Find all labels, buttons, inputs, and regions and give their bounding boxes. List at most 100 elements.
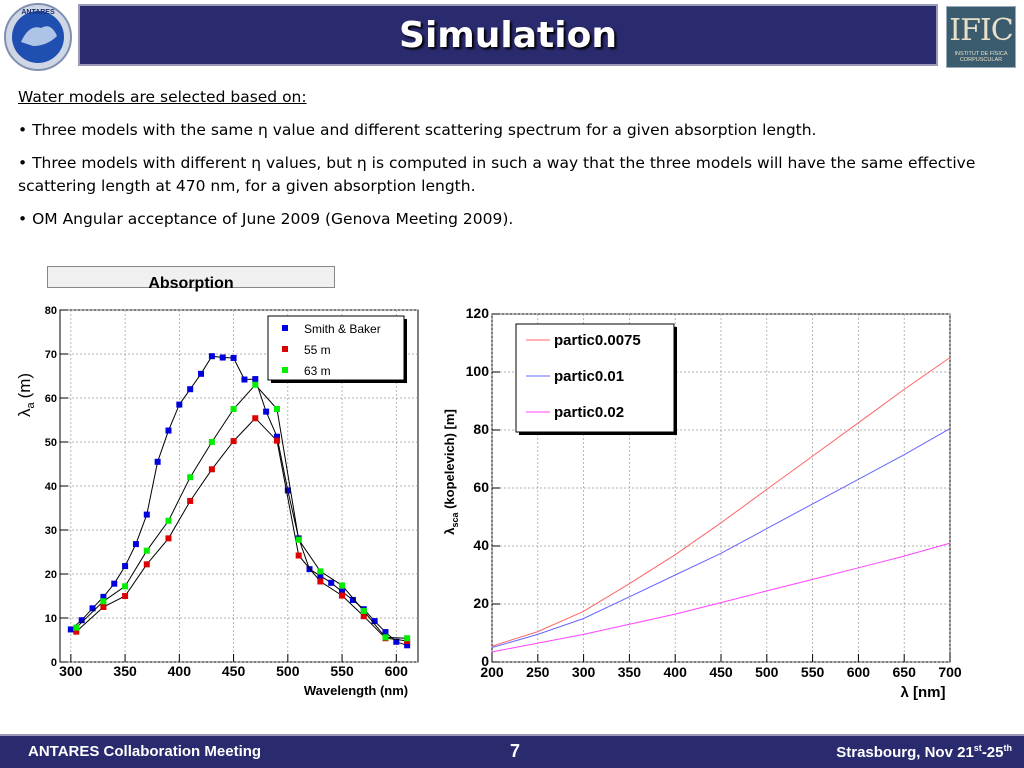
- scattering-x-tick-label: 550: [801, 664, 825, 680]
- footer-location-date: Strasbourg, Nov 21st-25th: [836, 743, 1012, 761]
- absorption-point-smith-baker: [349, 596, 356, 603]
- absorption-point-smith-baker: [252, 376, 259, 383]
- absorption-point-55-m: [273, 437, 280, 444]
- scattering-y-tick-label: 80: [473, 421, 489, 437]
- absorption-y-tick-label: 50: [45, 437, 57, 449]
- intro-text: Water models are selected based on:: [18, 88, 307, 106]
- scattering-legend-label: partic0.01: [554, 368, 624, 385]
- absorption-point-smith-baker: [328, 579, 335, 586]
- scattering-x-tick-label: 300: [572, 664, 596, 680]
- footer-meeting: ANTARES Collaboration Meeting: [28, 743, 262, 760]
- absorption-point-smith-baker: [187, 386, 194, 393]
- absorption-y-tick-label: 60: [45, 393, 57, 405]
- absorption-point-63-m: [73, 624, 80, 631]
- absorption-point-smith-baker: [111, 580, 118, 587]
- absorption-legend-marker: [282, 346, 288, 352]
- scattering-series-line-partic0-02: [491, 542, 951, 653]
- scattering-y-tick-label: 120: [466, 305, 490, 321]
- absorption-point-55-m: [143, 561, 150, 568]
- absorption-y-tick-label: 30: [45, 525, 57, 537]
- absorption-y-tick-label: 80: [45, 305, 57, 317]
- scattering-x-tick-label: 400: [664, 664, 688, 680]
- absorption-point-63-m: [273, 406, 280, 412]
- ific-logo-subtext: INSTITUT DE FÍSICA CORPUSCULAR: [954, 51, 1008, 63]
- scattering-y-tick-label: 40: [473, 537, 489, 553]
- slide-body: Water models are selected based on: • Th…: [18, 86, 1008, 241]
- absorption-x-tick-label: 550: [330, 663, 354, 679]
- absorption-legend-label: 55 m: [304, 343, 331, 357]
- absorption-point-63-m: [208, 439, 215, 445]
- scattering-series-line-partic0-0075: [491, 357, 951, 647]
- absorption-point-63-m: [404, 635, 411, 642]
- absorption-x-tick-label: 400: [168, 663, 192, 679]
- scattering-x-tick-label: 500: [755, 664, 779, 680]
- scattering-legend-label: partic0.02: [554, 404, 624, 421]
- absorption-point-smith-baker: [89, 605, 96, 612]
- absorption-series-line-55-m: [75, 417, 408, 642]
- scattering-y-tick-label: 0: [481, 653, 489, 669]
- absorption-point-55-m: [165, 535, 172, 542]
- absorption-point-63-m: [143, 547, 150, 554]
- absorption-point-55-m: [208, 466, 215, 473]
- absorption-point-63-m: [122, 583, 129, 590]
- absorption-point-63-m: [295, 536, 302, 543]
- absorption-point-55-m: [73, 628, 80, 635]
- scattering-y-tick-label: 20: [473, 595, 489, 611]
- absorption-point-smith-baker: [132, 541, 139, 548]
- absorption-point-smith-baker: [263, 408, 270, 415]
- scattering-x-tick-label: 200: [480, 664, 504, 680]
- absorption-point-63-m: [187, 474, 194, 481]
- scattering-x-tick-label: 650: [893, 664, 917, 680]
- absorption-point-smith-baker: [241, 376, 248, 383]
- absorption-point-63-m: [100, 598, 107, 605]
- scattering-series-line-partic0-01: [491, 428, 951, 648]
- absorption-point-63-m: [317, 568, 324, 575]
- scattering-legend-label: partic0.0075: [554, 332, 641, 349]
- absorption-x-tick-label: 300: [59, 663, 83, 679]
- absorption-legend-marker: [282, 367, 288, 373]
- absorption-point-63-m: [360, 607, 367, 614]
- footer-page-number: 7: [510, 741, 521, 761]
- scattering-x-tick-label: 450: [709, 664, 733, 680]
- absorption-x-tick-label: 450: [222, 663, 246, 679]
- absorption-point-smith-baker: [198, 370, 205, 377]
- antares-logo-text: ANTARES: [21, 9, 55, 16]
- bullet-3: • OM Angular acceptance of June 2009 (Ge…: [18, 210, 514, 228]
- absorption-x-label: Wavelength (nm): [304, 683, 408, 698]
- absorption-point-smith-baker: [122, 563, 129, 570]
- absorption-y-tick-label: 0: [51, 657, 57, 669]
- absorption-x-tick-label: 350: [113, 663, 137, 679]
- absorption-legend-label: 63 m: [304, 364, 331, 378]
- absorption-point-63-m: [382, 634, 389, 641]
- absorption-point-63-m: [230, 406, 237, 412]
- absorption-point-smith-baker: [143, 511, 150, 518]
- antares-logo: ANTARES: [3, 2, 73, 72]
- absorption-point-smith-baker: [208, 353, 215, 360]
- absorption-point-55-m: [252, 415, 259, 422]
- footer-bar: ANTARES Collaboration Meeting 7 Strasbou…: [0, 734, 1024, 768]
- absorption-y-tick-label: 20: [45, 569, 57, 581]
- absorption-point-55-m: [230, 438, 237, 445]
- absorption-chart-title: Absorption: [148, 275, 234, 292]
- absorption-point-smith-baker: [78, 617, 85, 624]
- absorption-point-smith-baker: [317, 572, 324, 579]
- absorption-point-55-m: [187, 497, 194, 504]
- scattering-x-tick-label: 250: [526, 664, 550, 680]
- absorption-point-55-m: [122, 593, 129, 599]
- absorption-x-tick-label: 600: [385, 663, 409, 679]
- absorption-point-55-m: [360, 613, 367, 620]
- absorption-point-smith-baker: [404, 642, 411, 649]
- scattering-x-tick-label: 600: [847, 664, 871, 680]
- absorption-point-smith-baker: [100, 593, 107, 600]
- absorption-point-55-m: [339, 592, 346, 599]
- absorption-point-smith-baker: [176, 401, 183, 408]
- scattering-y-tick-label: 100: [466, 363, 490, 379]
- absorption-y-tick-label: 70: [45, 349, 57, 361]
- absorption-point-smith-baker: [165, 427, 172, 434]
- bullet-2: • Three models with different η values, …: [18, 154, 976, 195]
- absorption-point-smith-baker: [382, 629, 389, 636]
- scattering-x-tick-label: 350: [618, 664, 642, 680]
- absorption-y-label: λa(m): [15, 373, 37, 417]
- absorption-title-box: Absorption: [47, 266, 335, 292]
- absorption-series-line-63-m: [75, 384, 408, 639]
